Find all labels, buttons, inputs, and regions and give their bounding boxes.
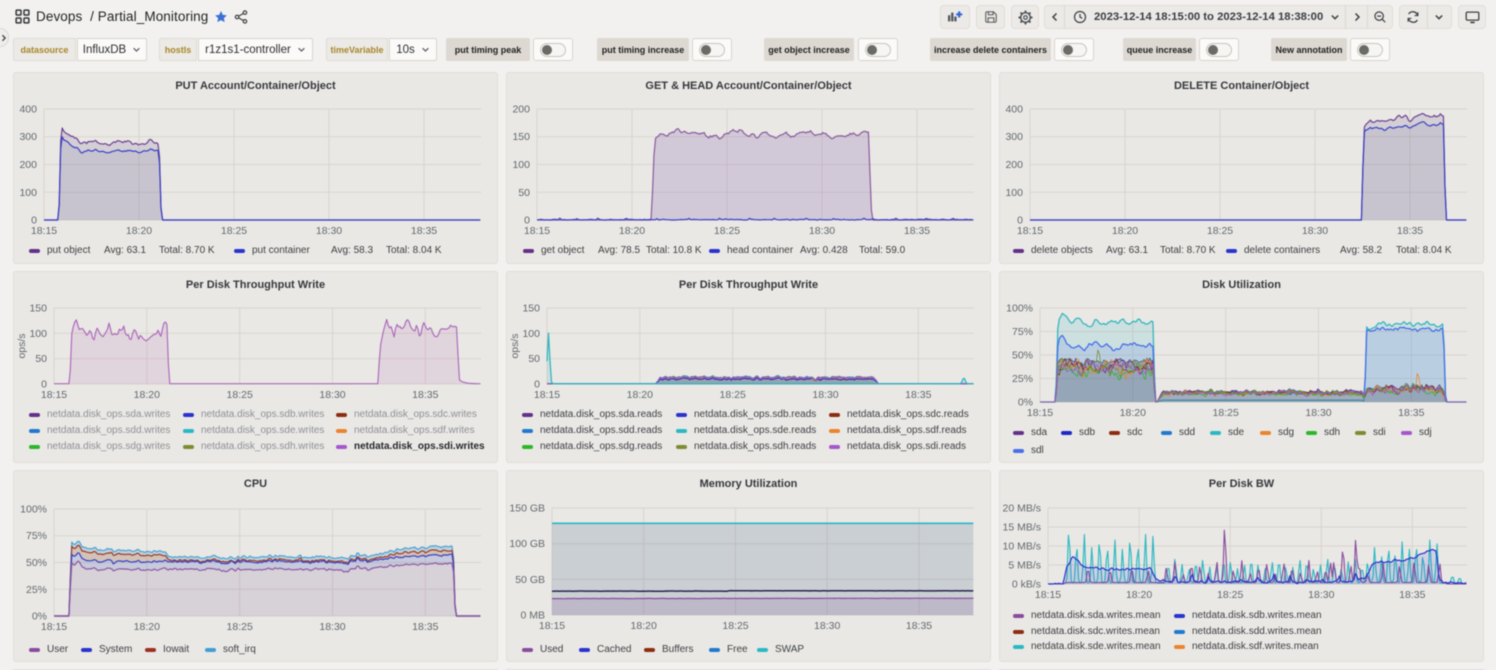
svg-text:ops/s: ops/s (509, 333, 521, 358)
svg-text:0: 0 (41, 379, 47, 391)
svg-text:300: 300 (19, 131, 37, 143)
svg-text:18:30: 18:30 (319, 621, 345, 633)
svg-text:400: 400 (19, 104, 37, 116)
svg-text:18:35: 18:35 (411, 225, 437, 237)
svg-text:18:35: 18:35 (412, 621, 438, 633)
svg-text:18:25: 18:25 (714, 225, 740, 237)
svg-text:18:30: 18:30 (812, 389, 838, 401)
svg-text:18:30: 18:30 (1302, 225, 1328, 237)
svg-text:0: 0 (524, 215, 530, 227)
svg-text:18:25: 18:25 (1207, 225, 1233, 237)
svg-text:18:15: 18:15 (41, 389, 67, 401)
svg-text:100: 100 (512, 159, 530, 171)
svg-text:100: 100 (19, 187, 37, 199)
svg-text:15 MB/s: 15 MB/s (1002, 522, 1041, 534)
svg-text:150: 150 (512, 131, 530, 143)
svg-text:18:25: 18:25 (720, 389, 746, 401)
svg-text:18:15: 18:15 (31, 225, 57, 237)
svg-text:100: 100 (29, 328, 47, 340)
svg-text:18:15: 18:15 (41, 621, 67, 633)
svg-text:18:25: 18:25 (227, 389, 253, 401)
svg-text:25%: 25% (26, 584, 47, 596)
svg-text:18:30: 18:30 (814, 620, 840, 632)
svg-text:18:20: 18:20 (1126, 589, 1152, 601)
svg-text:18:25: 18:25 (221, 225, 247, 237)
svg-text:75%: 75% (26, 530, 47, 542)
svg-text:18:25: 18:25 (227, 621, 253, 633)
svg-text:10 MB/s: 10 MB/s (1002, 541, 1041, 553)
svg-text:150: 150 (29, 303, 47, 315)
svg-text:ops/s: ops/s (16, 333, 28, 358)
svg-text:100 GB: 100 GB (509, 538, 545, 550)
svg-text:0 kB/s: 0 kB/s (1012, 579, 1041, 591)
svg-text:18:15: 18:15 (534, 389, 560, 401)
svg-text:0: 0 (1017, 215, 1023, 227)
svg-text:18:20: 18:20 (134, 621, 160, 633)
svg-text:150 GB: 150 GB (509, 503, 545, 515)
svg-text:18:20: 18:20 (126, 225, 152, 237)
svg-text:50%: 50% (26, 557, 47, 569)
svg-text:18:35: 18:35 (1397, 225, 1423, 237)
svg-text:50 GB: 50 GB (515, 574, 545, 586)
svg-text:18:25: 18:25 (1217, 589, 1243, 601)
svg-text:18:25: 18:25 (1213, 407, 1239, 419)
svg-text:300: 300 (1005, 131, 1023, 143)
svg-text:18:20: 18:20 (627, 389, 653, 401)
svg-text:50: 50 (528, 353, 540, 365)
svg-text:18:35: 18:35 (906, 620, 932, 632)
svg-text:18:20: 18:20 (1112, 225, 1138, 237)
svg-text:18:15: 18:15 (1035, 589, 1061, 601)
svg-text:18:35: 18:35 (905, 389, 931, 401)
svg-text:50%: 50% (1012, 350, 1033, 362)
svg-text:18:15: 18:15 (524, 225, 550, 237)
svg-text:25%: 25% (1012, 373, 1033, 385)
svg-text:100: 100 (522, 328, 540, 340)
svg-text:5 MB/s: 5 MB/s (1008, 560, 1041, 572)
svg-text:100%: 100% (1006, 303, 1033, 315)
svg-text:0 MB: 0 MB (520, 610, 545, 622)
svg-text:18:30: 18:30 (319, 389, 345, 401)
svg-text:0%: 0% (32, 611, 47, 623)
svg-text:18:35: 18:35 (904, 225, 930, 237)
svg-text:18:25: 18:25 (722, 620, 748, 632)
svg-text:50: 50 (518, 187, 530, 199)
svg-text:0: 0 (534, 379, 540, 391)
svg-text:18:30: 18:30 (809, 225, 835, 237)
svg-text:18:20: 18:20 (134, 389, 160, 401)
svg-text:0%: 0% (1018, 397, 1033, 409)
svg-text:18:35: 18:35 (1398, 407, 1424, 419)
svg-text:18:30: 18:30 (316, 225, 342, 237)
svg-text:18:20: 18:20 (619, 225, 645, 237)
svg-text:150: 150 (522, 303, 540, 315)
svg-text:200: 200 (19, 159, 37, 171)
svg-text:20 MB/s: 20 MB/s (1002, 503, 1041, 515)
svg-text:200: 200 (1005, 159, 1023, 171)
svg-text:18:15: 18:15 (1027, 407, 1053, 419)
svg-text:18:35: 18:35 (412, 389, 438, 401)
svg-text:100%: 100% (20, 504, 47, 516)
svg-text:18:20: 18:20 (631, 620, 657, 632)
svg-text:18:20: 18:20 (1120, 407, 1146, 419)
svg-text:200: 200 (512, 104, 530, 116)
svg-text:18:15: 18:15 (1017, 225, 1043, 237)
svg-text:18:15: 18:15 (539, 620, 565, 632)
svg-text:400: 400 (1005, 104, 1023, 116)
svg-text:50: 50 (35, 353, 47, 365)
svg-text:18:30: 18:30 (1308, 589, 1334, 601)
svg-text:0: 0 (31, 215, 37, 227)
svg-text:100: 100 (1005, 187, 1023, 199)
svg-text:18:30: 18:30 (1305, 407, 1331, 419)
svg-text:75%: 75% (1012, 326, 1033, 338)
svg-text:18:35: 18:35 (1399, 589, 1425, 601)
